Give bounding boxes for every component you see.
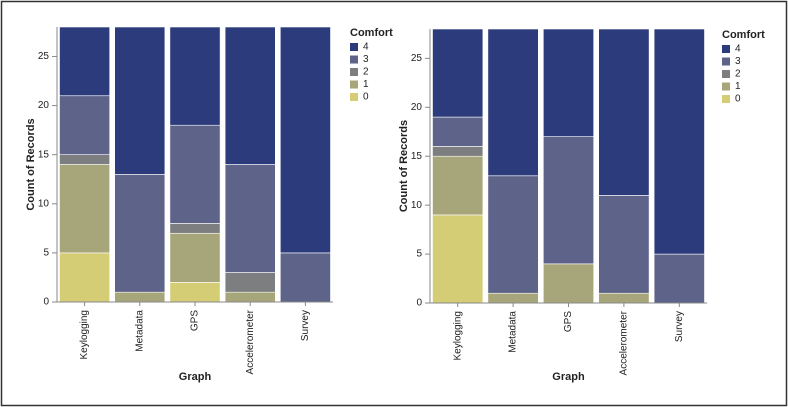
- bar-segment: [432, 28, 484, 118]
- bar-segment: [114, 26, 166, 175]
- bar-segment: [59, 252, 111, 303]
- legend-swatch: [350, 93, 358, 101]
- bar-segment: [169, 282, 221, 303]
- legend-title: Comfort: [350, 27, 393, 39]
- legend-swatch: [722, 82, 730, 91]
- bar-segment: [653, 253, 705, 304]
- x-tick-label: GPS: [190, 310, 201, 331]
- y-tick-label: 25: [38, 51, 50, 62]
- bar-segment: [114, 291, 166, 303]
- legend-label: 4: [363, 42, 369, 53]
- legend-label: 1: [735, 81, 741, 92]
- bar-segment: [542, 136, 594, 265]
- bar-segment: [279, 252, 331, 303]
- x-axis-title: Graph: [552, 371, 585, 383]
- x-tick-label: Accelerometer: [245, 309, 256, 374]
- y-tick-label: 20: [38, 100, 50, 111]
- y-tick-label: 15: [38, 149, 50, 160]
- x-tick-label: Survey: [300, 310, 311, 341]
- bar-segment: [598, 195, 650, 294]
- x-tick-label: Metadata: [134, 310, 145, 352]
- bar-segment: [59, 154, 111, 165]
- x-tick-label: Accelerometer: [619, 310, 630, 375]
- y-tick-label: 5: [416, 249, 422, 260]
- bar-segment: [432, 116, 484, 147]
- x-tick-label: Keylogging: [79, 310, 90, 359]
- y-axis-title: Count of Records: [398, 120, 410, 212]
- legend-label: 4: [735, 44, 741, 55]
- legend-swatch: [350, 43, 358, 51]
- bar-segment: [487, 175, 539, 294]
- bar-segment: [653, 28, 705, 255]
- y-tick-label: 10: [411, 200, 423, 211]
- legend-label: 0: [363, 92, 369, 103]
- legend-label: 2: [363, 67, 369, 78]
- legend-label: 2: [735, 69, 741, 80]
- bar-segment: [59, 164, 111, 254]
- x-axis-title: Graph: [179, 371, 212, 383]
- bar-segment: [169, 124, 221, 224]
- y-tick-label: 5: [43, 248, 49, 259]
- bar-segment: [224, 272, 276, 293]
- legend-label: 3: [363, 54, 369, 65]
- bar-segment: [432, 146, 484, 157]
- bar-segment: [432, 214, 484, 304]
- y-tick-label: 15: [411, 151, 423, 162]
- bar-segment: [59, 95, 111, 155]
- bar-segment: [598, 28, 650, 196]
- bar-segment: [224, 164, 276, 273]
- y-tick-label: 0: [416, 298, 422, 309]
- y-tick-label: 10: [38, 198, 50, 209]
- x-tick-label: Survey: [674, 311, 685, 342]
- legend-swatch: [722, 45, 730, 53]
- legend-label: 3: [735, 56, 741, 67]
- bar-segment: [279, 26, 331, 254]
- y-axis-title: Count of Records: [25, 118, 37, 210]
- legend-swatch: [722, 95, 730, 103]
- y-tick-label: 20: [411, 102, 423, 113]
- x-tick-label: GPS: [563, 311, 574, 332]
- bar-segment: [224, 26, 276, 165]
- legend-swatch: [350, 80, 358, 89]
- y-tick-label: 0: [43, 297, 49, 308]
- bar-segment: [432, 155, 484, 216]
- legend-swatch: [722, 57, 730, 66]
- x-tick-label: Metadata: [508, 311, 519, 353]
- bar-segment: [114, 174, 166, 293]
- legend-swatch: [722, 70, 730, 78]
- bar-segment: [224, 291, 276, 303]
- legend-swatch: [350, 55, 358, 64]
- x-tick-label: Keylogging: [452, 311, 463, 360]
- legend-label: 1: [363, 79, 369, 90]
- bar-segment: [487, 28, 539, 177]
- bar-segment: [169, 232, 221, 283]
- y-tick-label: 25: [411, 53, 423, 64]
- bar-segment: [169, 26, 221, 126]
- legend-label: 0: [735, 94, 741, 105]
- legend-swatch: [350, 68, 358, 76]
- bar-segment: [487, 292, 539, 304]
- bar-segment: [59, 26, 111, 97]
- bar-segment: [542, 28, 594, 137]
- bar-segment: [169, 223, 221, 234]
- legend-title: Comfort: [722, 29, 765, 41]
- bar-segment: [598, 292, 650, 304]
- bar-segment: [542, 263, 594, 304]
